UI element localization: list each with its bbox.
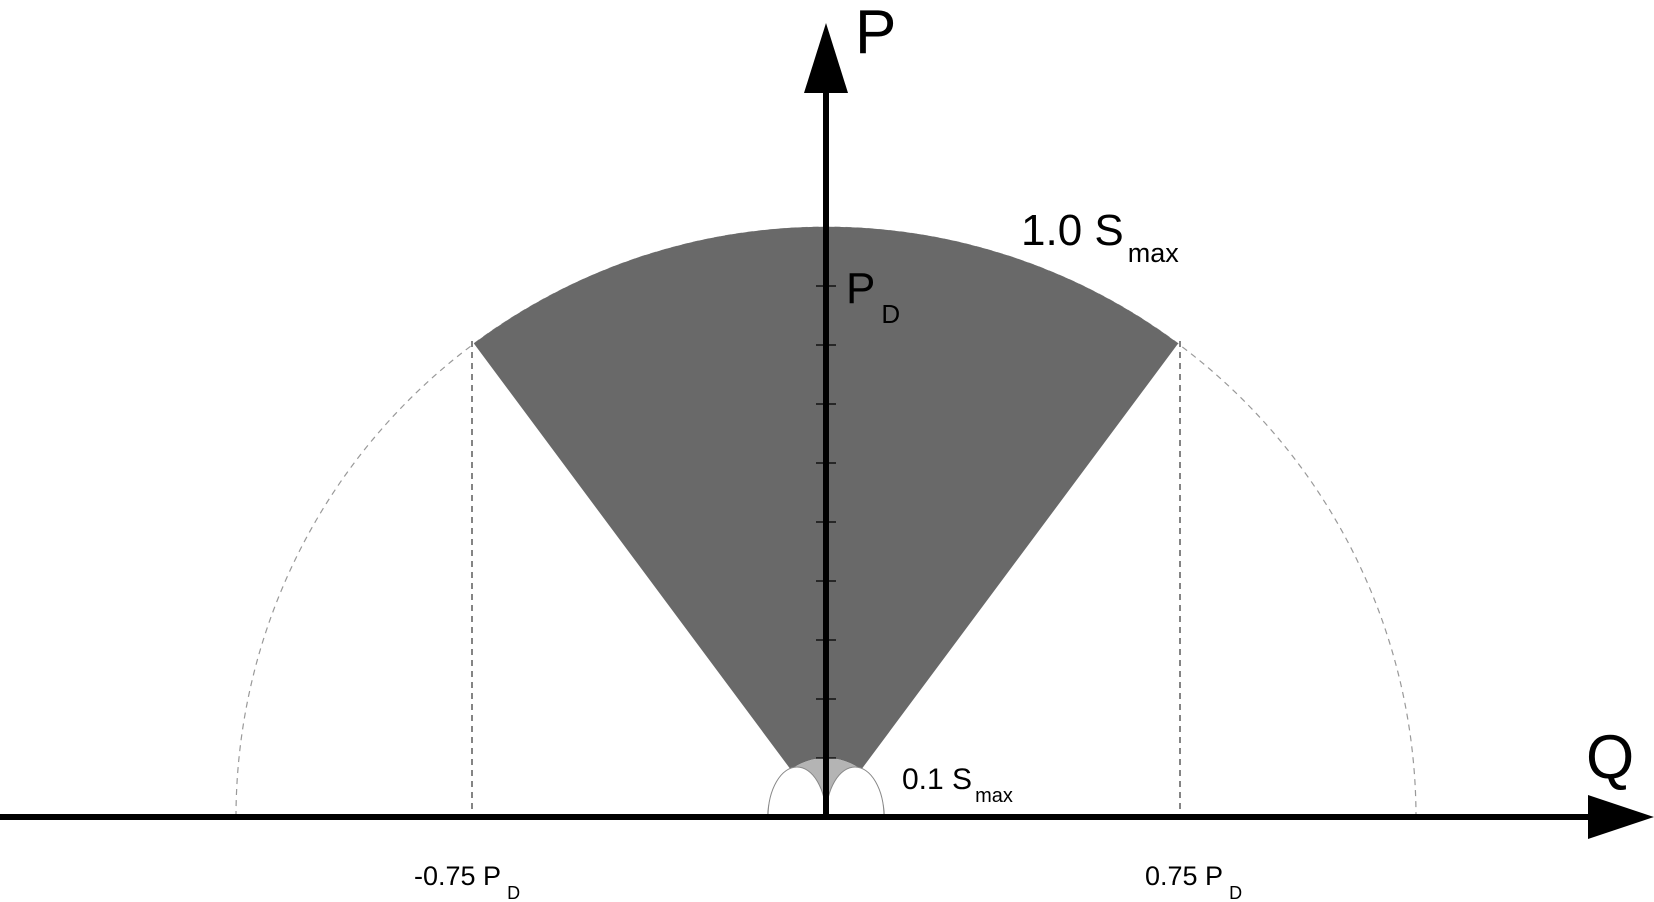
neg-limit-label: -0.75 PD <box>414 861 520 902</box>
right-lobe <box>825 766 885 817</box>
pd-label: PD <box>846 264 900 329</box>
p-axis-label: P <box>855 0 896 67</box>
q-axis-arrowhead <box>1588 795 1654 839</box>
left-lobe <box>767 766 827 817</box>
p-axis-arrowhead <box>804 23 848 93</box>
pos-limit-label: 0.75 PD <box>1145 861 1242 902</box>
q-axis-label: Q <box>1586 723 1634 792</box>
